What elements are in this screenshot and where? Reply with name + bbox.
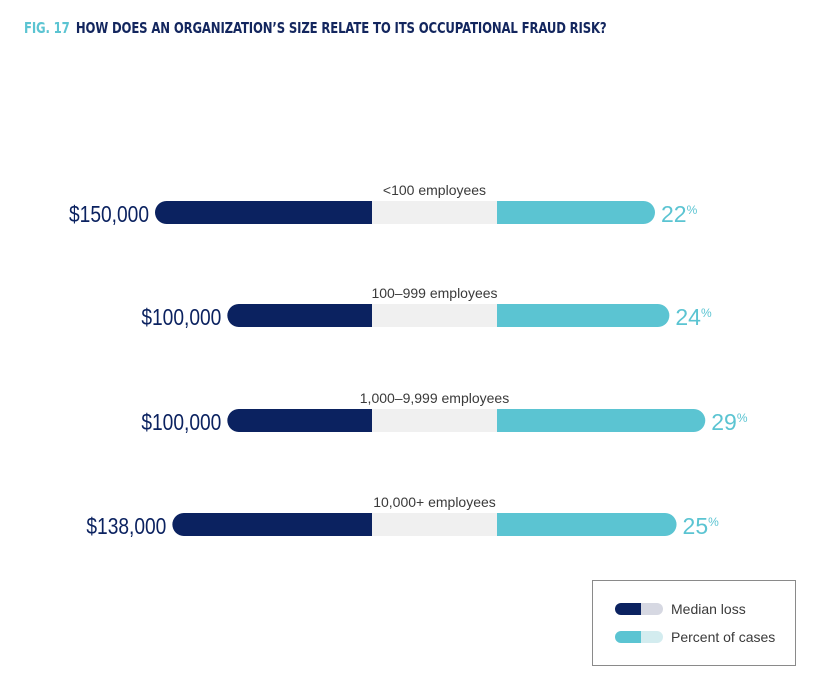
- figure-number: FIG. 17: [24, 19, 70, 37]
- percent-unit: %: [708, 515, 719, 529]
- percent-value: 25: [683, 513, 709, 539]
- category-label: 100–999 employees: [371, 285, 497, 301]
- percent-unit: %: [687, 203, 698, 217]
- category-label: 1,000–9,999 employees: [360, 390, 509, 406]
- chart-title: FIG. 17 HOW DOES AN ORGANIZATION’S SIZE R…: [24, 19, 607, 37]
- legend-swatch-percent-of-cases: [615, 631, 663, 643]
- percent-of-cases-bar: [497, 513, 677, 536]
- percent-value: 24: [675, 304, 701, 330]
- bar-track: [372, 513, 497, 536]
- median-loss-bar: [155, 201, 372, 225]
- percent-label: 22%: [661, 201, 698, 227]
- legend-swatch-median-loss: [615, 603, 663, 615]
- median-loss-bar: [227, 304, 372, 327]
- percent-value: 22: [661, 201, 687, 227]
- median-loss-label: $100,000: [141, 304, 221, 330]
- percent-of-cases-bar: [497, 409, 706, 432]
- title-text: HOW DOES AN ORGANIZATION’S SIZE RELATE T…: [75, 19, 607, 37]
- percent-value: 29: [711, 409, 737, 435]
- percent-label: 25%: [683, 513, 720, 539]
- legend: Median loss Percent of cases: [592, 580, 796, 666]
- median-loss-label: $150,000: [69, 201, 149, 227]
- bar-track: [372, 201, 497, 224]
- percent-label: 24%: [675, 304, 712, 330]
- legend-label: Percent of cases: [671, 629, 776, 645]
- percent-of-cases-bar: [497, 201, 655, 225]
- median-loss-bar: [227, 409, 372, 432]
- percent-label: 29%: [711, 409, 748, 435]
- category-label: <100 employees: [383, 182, 486, 198]
- percent-of-cases-bar: [497, 304, 670, 327]
- legend-item-percent-of-cases: Percent of cases: [615, 629, 775, 645]
- legend-item-median-loss: Median loss: [615, 601, 746, 617]
- median-loss-label: $138,000: [86, 513, 166, 539]
- percent-unit: %: [737, 411, 748, 425]
- bar-track: [372, 304, 497, 327]
- legend-label: Median loss: [671, 601, 746, 617]
- median-loss-label: $100,000: [141, 409, 221, 435]
- median-loss-bar: [172, 513, 372, 536]
- percent-unit: %: [701, 306, 712, 320]
- bar-track: [372, 409, 497, 432]
- category-label: 10,000+ employees: [373, 494, 496, 510]
